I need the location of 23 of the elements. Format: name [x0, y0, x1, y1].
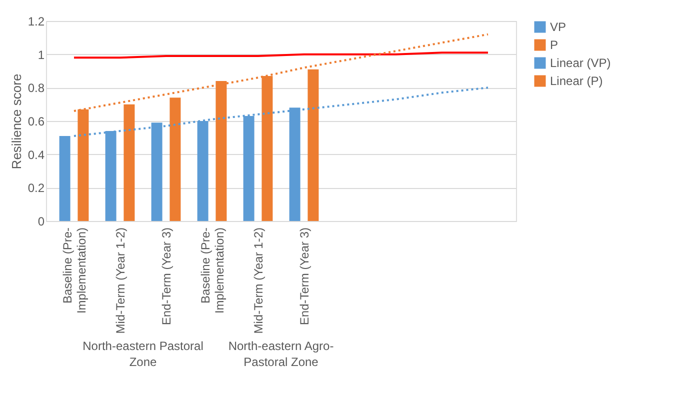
text: North-eastern Pastoral Zone	[82, 339, 204, 369]
bar	[170, 98, 181, 221]
y-tick-label: 1.2	[28, 14, 45, 28]
x-tick-label: End-Term (Year 3)	[298, 227, 312, 326]
y-tick-label: 0.8	[28, 81, 45, 96]
y-tick-label: 0	[38, 214, 45, 228]
text: North-eastern Agro-Pastoral Zone	[228, 339, 334, 369]
legend-label: VP	[550, 20, 566, 34]
x-tick-label: End-Term (Year 3)	[160, 227, 174, 326]
bar	[308, 69, 319, 221]
x-tick-label: Baseline (Pre-Implementation)	[60, 227, 88, 314]
bar	[59, 136, 70, 221]
y-tick-label: 0.6	[28, 114, 45, 128]
x-tick-label: Mid-Term (Year 1-2)	[114, 228, 128, 334]
y-axis-title: Resilience score	[8, 74, 24, 170]
legend-label: Linear (P)	[550, 74, 603, 88]
legend-label: P	[550, 38, 558, 52]
y-tick-label: 0.4	[28, 148, 45, 162]
y-tick-label: 0.2	[28, 181, 45, 196]
legend-label: Linear (VP)	[550, 56, 611, 70]
x-tick-label: Mid-Term (Year 1-2)	[252, 228, 266, 334]
x-tick-label: Baseline (Pre-Implementation)	[198, 227, 226, 314]
y-tick-label: 1	[38, 48, 45, 62]
